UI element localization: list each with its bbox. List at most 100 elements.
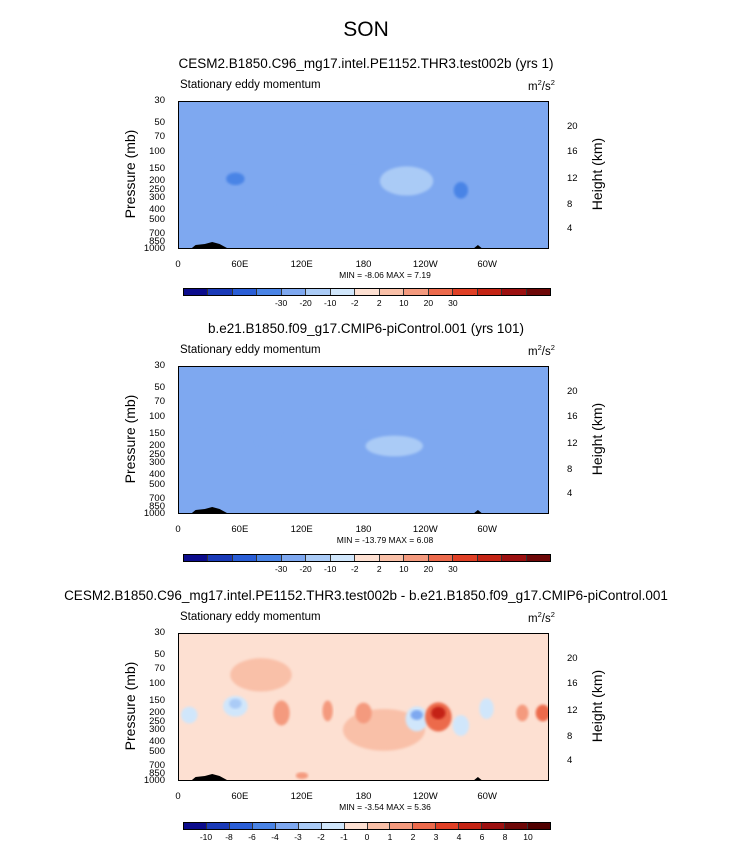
colorbar-label: -2 [317,832,325,842]
y-tick-label: 100 [149,410,165,422]
contour-feature [445,391,528,425]
colorbar-label: -30 [274,298,288,308]
y-tick-label: 850 [149,501,165,513]
x-tick-label: 180 [355,791,372,802]
units-label: m2/s2 [528,343,555,358]
x-tick-label: 120W [412,524,438,535]
colorbar-label: -4 [271,832,279,842]
contour-feature [431,706,446,720]
colorbar-swatch [281,289,307,295]
y-tick-label: 70 [154,395,165,407]
contour-feature [179,387,231,429]
colorbar-swatch [252,823,276,829]
y-tick-label-right: 16 [567,410,578,422]
contour-field [179,102,548,248]
y-tick-label: 50 [154,648,165,660]
x-tick-label: 120E [290,259,313,270]
y-tick-label: 300 [149,192,165,204]
units-base: m [528,80,538,93]
y-tick-label-right: 16 [567,145,578,157]
colorbar-label: 30 [448,298,458,308]
contour-feature [390,171,419,187]
y-tick-label-right: 12 [567,437,578,449]
y-tick-label: 30 [154,627,165,638]
y-tick-label: 30 [154,360,165,371]
colorbar-swatch [477,555,503,561]
x-tick-label: 0 [175,524,181,535]
y-tick-label-right: 4 [567,754,573,766]
units-exp: 2 [537,343,542,352]
units-label: m2/s2 [528,610,555,625]
y-tick-label: 1000 [143,508,165,519]
y-tick-label-right: 20 [567,385,578,397]
colorbar-swatch [502,555,527,561]
y-tick-label: 500 [149,745,165,757]
contour-feature [322,700,333,722]
contour-feature [229,698,242,709]
y-tick-label-right: 20 [567,652,578,664]
min-max-stats: MIN = -8.06 MAX = 7.19 [339,270,431,280]
colorbar-label: -10 [324,564,337,574]
colorbar-label: 2 [376,564,382,574]
min-max-stats: MIN = -3.54 MAX = 5.36 [339,802,431,812]
colorbar-swatch [453,555,478,561]
x-tick-label: 60E [231,259,249,270]
x-tick-label: 120E [290,791,313,802]
y-tick-label: 400 [149,204,165,216]
colorbar-swatch [367,823,391,829]
y-tick-label-right: 20 [567,120,578,132]
contour-feature [479,698,494,720]
x-tick-label: 120W [412,791,438,802]
colorbar-swatch [330,555,356,561]
contour-feature [355,702,372,724]
contour-feature [240,183,282,213]
units-exp: 2 [537,610,542,619]
colorbar-swatch [404,289,429,295]
contour-plot [178,366,549,514]
colorbar-label: 2 [410,832,416,842]
contour-feature [466,156,507,182]
units-exp: 2 [550,343,555,352]
colorbar-label: 3 [433,832,439,842]
colorbar-label: 20 [423,298,434,308]
colorbar-label: 8 [502,832,508,842]
units-mid: /s [541,612,551,625]
colorbar-swatch [206,823,230,829]
x-tick-label: 60W [477,791,497,802]
units-exp: 2 [550,610,555,619]
colorbar-label: 30 [448,564,458,574]
colorbar-swatch [344,823,368,829]
colorbar-swatch [459,823,483,829]
colorbar-swatch [281,555,307,561]
colorbar-label: -30 [274,564,288,574]
colorbar-label: -6 [248,832,256,842]
contour-field [179,634,548,780]
y-tick-label: 850 [149,768,165,780]
colorbar-swatch [526,555,551,561]
y-tick-label: 250 [149,449,165,461]
colorbar-swatch [428,555,454,561]
colorbar-label: 10 [399,298,409,308]
colorbar-swatch [257,555,282,561]
variable-label: Stationary eddy momentum [180,344,321,356]
colorbar-swatch [379,555,405,561]
y-tick-label: 400 [149,469,165,481]
contour-plot [178,101,549,249]
y-tick-label: 150 [149,694,165,706]
contour-feature [452,715,470,736]
colorbar-swatch [275,823,299,829]
contour-feature [281,462,343,488]
units-base: m [528,345,538,358]
y-tick-label-right: 16 [567,677,578,689]
contour-feature [365,435,423,457]
colorbar-swatch [229,823,253,829]
y-tick-label: 700 [149,492,165,504]
x-tick-label: 180 [355,259,372,270]
topography-mask [191,774,482,780]
contour-feature [230,658,292,692]
colorbar-swatch [413,823,437,829]
colorbar-swatch [330,289,356,295]
y-tick-label-right: 8 [567,199,573,211]
contour-plot [178,633,549,781]
colorbar-swatch [184,555,209,561]
